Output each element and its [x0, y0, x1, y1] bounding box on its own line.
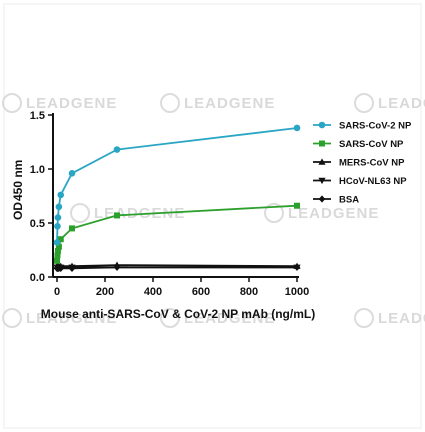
legend-label: BSA	[339, 195, 359, 206]
data-point	[54, 248, 61, 255]
y-tick-label: 0.0	[30, 272, 45, 284]
x-tick-label: 0	[54, 286, 60, 298]
data-point	[69, 225, 75, 232]
watermark-logo-icon	[2, 93, 22, 113]
y-tick-label: 0.5	[30, 218, 45, 230]
legend-label: MERS-CoV NP	[339, 158, 405, 169]
watermark: LEADGENE	[160, 93, 275, 113]
data-point	[114, 212, 120, 219]
data-point	[113, 261, 121, 268]
legend-item: BSA	[313, 195, 359, 206]
axes: 0 200 400 600 800 1000 0.0 0.5 1.0 1.5	[30, 110, 310, 298]
data-point	[113, 146, 121, 153]
series-mers-cov-np	[53, 261, 301, 269]
x-tick-label: 200	[96, 286, 114, 298]
watermark-logo-icon	[2, 308, 22, 328]
legend-marker	[318, 195, 326, 203]
y-tick-label: 1.5	[30, 110, 45, 122]
y-axis-label-sub: 450 nm	[11, 160, 25, 201]
watermark-text: LEADGENE	[26, 95, 117, 112]
x-tick-label: 600	[192, 286, 210, 298]
data-point	[54, 257, 60, 264]
legend-marker	[318, 177, 326, 185]
y-axis-label-main: OD	[11, 202, 25, 220]
series-sars-cov-2-np	[53, 124, 301, 246]
watermark: LEADGENE	[2, 308, 117, 328]
legend-marker	[318, 121, 326, 129]
x-tick-label: 800	[240, 286, 258, 298]
x-axis-label: Mouse anti-SARS-CoV & CoV-2 NP mAb (ng/m…	[41, 307, 315, 321]
y-tick-label: 1.0	[30, 164, 45, 176]
data-point	[57, 262, 65, 269]
watermark-text: LEADGENE	[288, 205, 379, 222]
legend-label: SARS-CoV-2 NP	[339, 121, 412, 132]
watermark-text: LEADGENE	[26, 310, 117, 327]
legend-label: HCoV-NL63 NP	[339, 176, 407, 187]
legend-label: SARS-CoV NP	[339, 139, 404, 150]
x-tick-label: 400	[144, 286, 162, 298]
watermark-logo-icon	[264, 203, 284, 223]
data-point	[294, 202, 300, 209]
data-point	[68, 262, 76, 269]
legend-item: HCoV-NL63 NP	[313, 176, 407, 187]
data-point	[293, 262, 301, 269]
watermark-layer: LEADGENE LEADGENE LEADGENE LEADGENE LEADGENE…	[2, 93, 425, 328]
data-point	[53, 239, 61, 246]
data-point	[54, 252, 61, 259]
watermark-logo-icon	[70, 203, 90, 223]
legend-item: SARS-CoV-2 NP	[313, 121, 412, 132]
watermark: LEADGENE	[354, 93, 425, 113]
x-tick-label: 1000	[285, 286, 309, 298]
chart: 0 200 400 600 800 1000 0.0 0.5 1.0 1.5 Mouse anti…	[11, 110, 315, 321]
watermark-logo-icon	[354, 93, 374, 113]
watermark-text: LEADGENE	[378, 95, 425, 112]
data-point	[55, 203, 63, 211]
data-point	[57, 191, 65, 199]
watermark-logo-icon	[354, 308, 374, 328]
data-point	[293, 124, 301, 132]
watermark: LEADGENE	[2, 93, 117, 113]
series-line-mers-cov-np	[57, 264, 298, 268]
legend-marker	[318, 158, 326, 165]
watermark-logo-icon	[160, 308, 180, 328]
y-axis-label: OD 450 nm	[11, 160, 25, 220]
data-point	[54, 222, 61, 230]
watermark-text: LEADGENE	[184, 95, 275, 112]
watermark: LEADGENE	[264, 203, 379, 223]
legend: SARS-CoV-2 NP SARS-CoV NP MERS-CoV NP HCoV-…	[313, 121, 412, 206]
legend-marker	[319, 140, 325, 147]
legend-item: MERS-CoV NP	[313, 158, 405, 169]
watermark-text: LEADGENE	[378, 310, 425, 327]
data-point	[57, 236, 64, 243]
legend-item: SARS-CoV NP	[313, 139, 404, 150]
watermark-text: LEADGENE	[184, 310, 275, 327]
watermark: LEADGENE	[354, 308, 425, 328]
series-layer	[53, 124, 301, 272]
watermark: LEADGENE	[160, 308, 275, 328]
data-point	[55, 243, 62, 250]
data-point	[68, 170, 76, 177]
data-point	[54, 214, 62, 221]
watermark-logo-icon	[160, 93, 180, 113]
